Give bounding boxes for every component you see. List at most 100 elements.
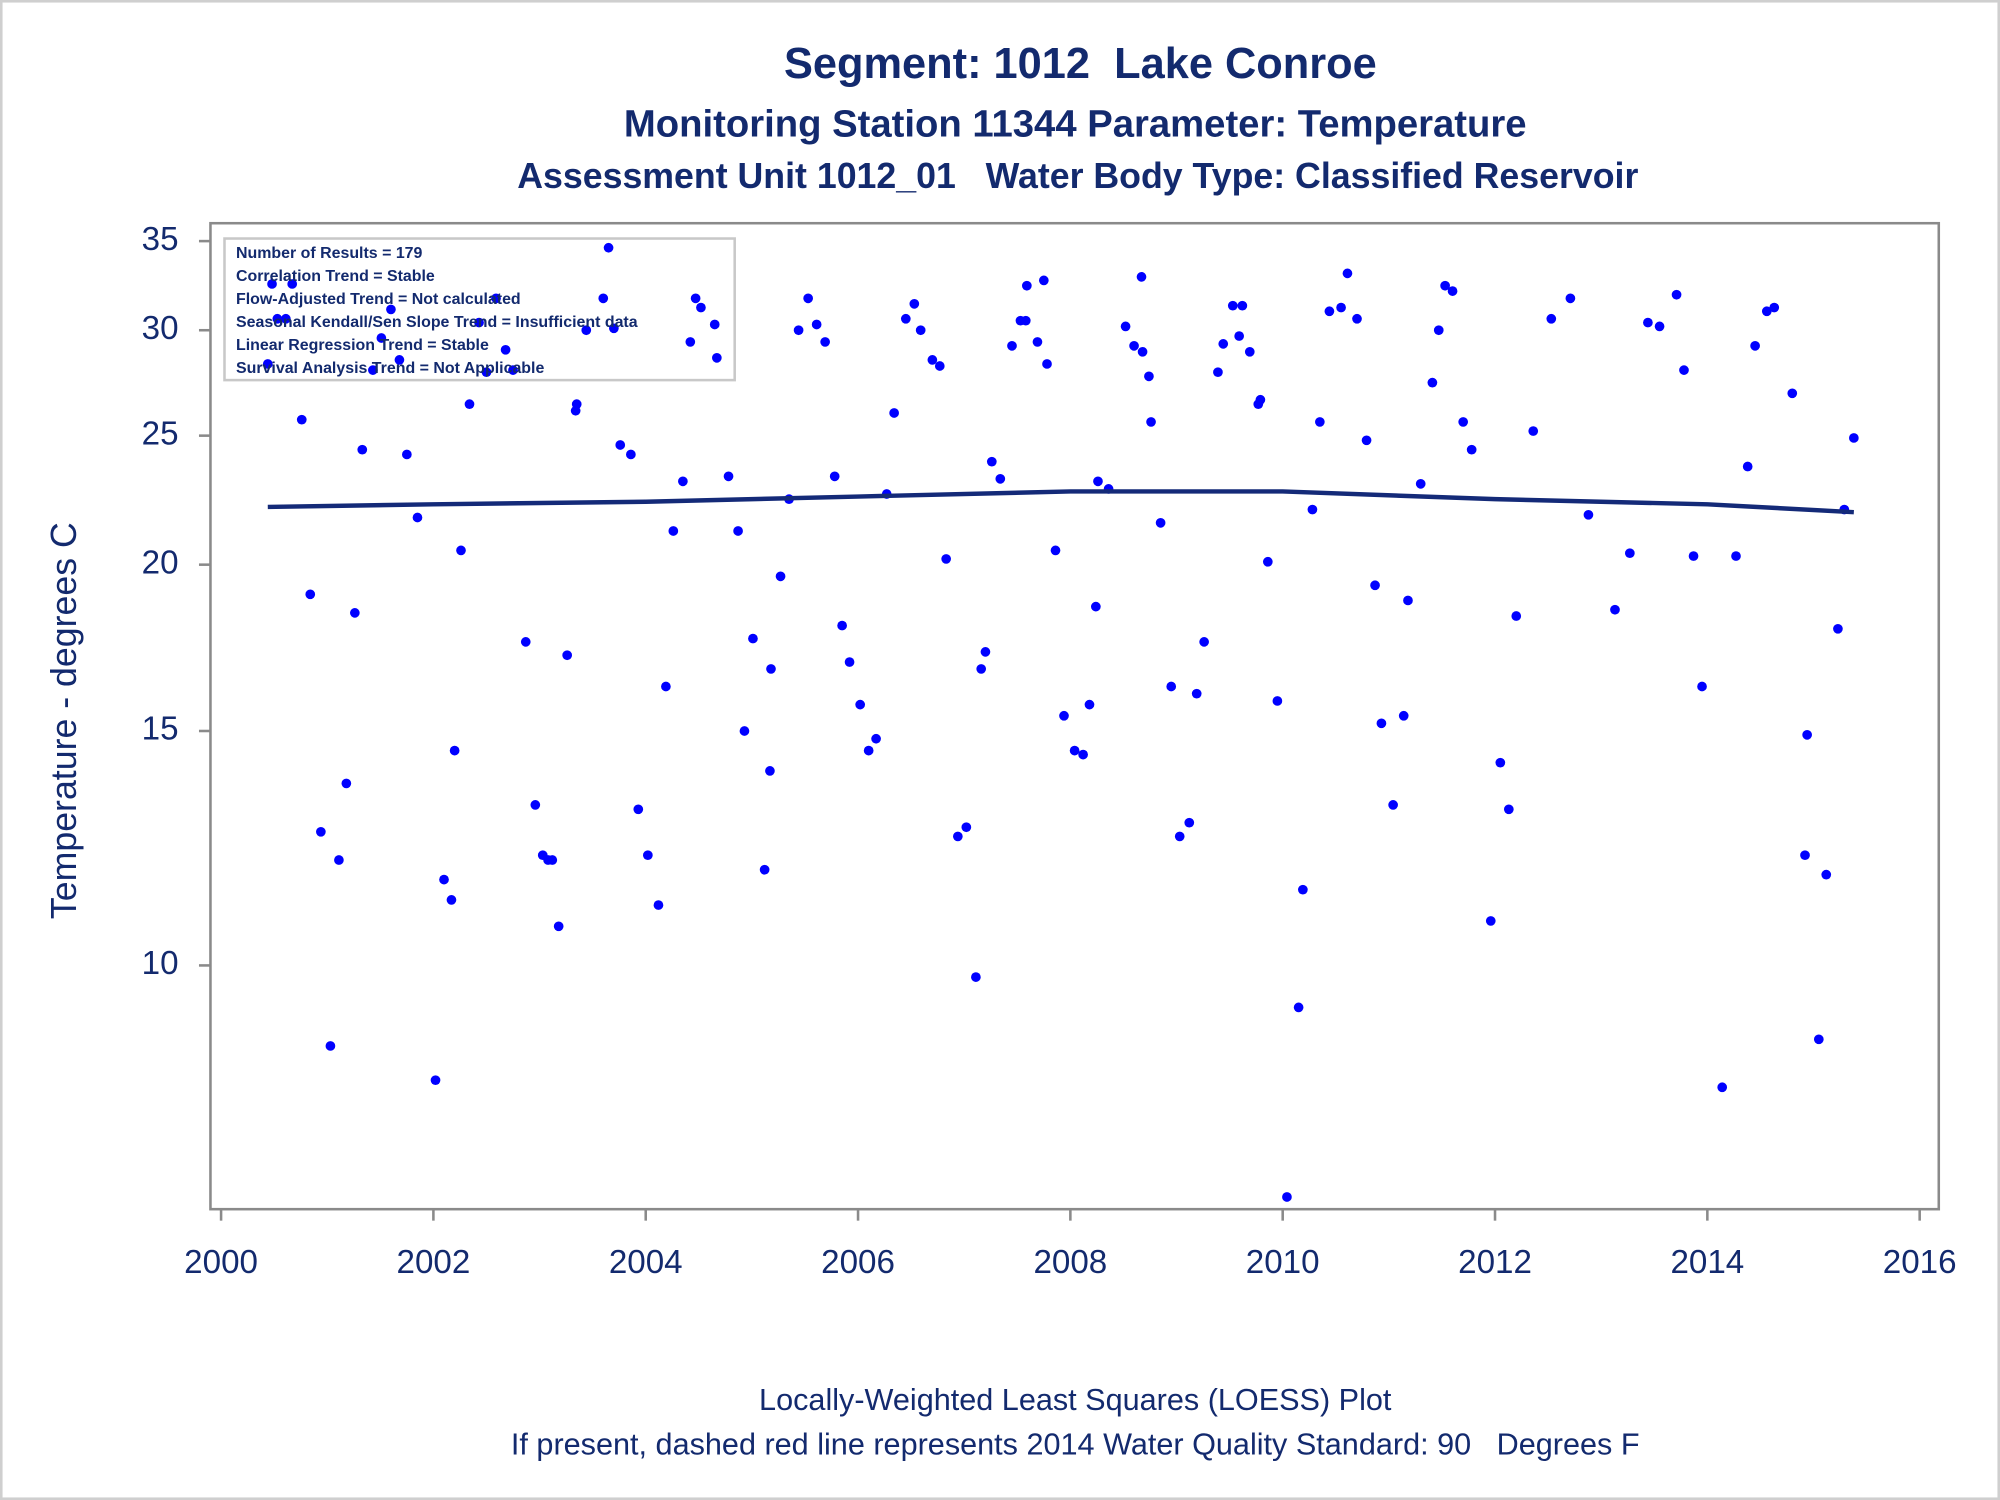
x-tick-label: 2000	[184, 1244, 258, 1281]
data-point	[1272, 696, 1283, 706]
data-point	[1091, 601, 1101, 612]
data-point	[1166, 681, 1177, 692]
x-tick-label: 2010	[1246, 1244, 1320, 1281]
data-point	[1433, 325, 1444, 336]
data-point	[1697, 681, 1707, 692]
data-point	[1761, 306, 1772, 317]
y-tick-label: 20	[142, 544, 179, 581]
chart-subtitle: Monitoring Station 11344 Parameter: Temp…	[624, 102, 1527, 145]
data-point	[1427, 377, 1438, 388]
data-point	[1050, 545, 1061, 556]
data-point	[927, 355, 938, 365]
y-tick-label: 30	[142, 310, 179, 347]
data-point	[1227, 300, 1238, 311]
loess-line	[267, 489, 1854, 515]
data-point	[690, 293, 701, 304]
data-point	[709, 319, 720, 330]
data-point	[1679, 365, 1689, 375]
data-point	[712, 353, 722, 363]
data-point	[316, 826, 326, 837]
data-point	[1155, 518, 1166, 528]
footnote: Locally-Weighted Least Squares (LOESS) P…	[759, 1383, 1392, 1417]
data-point	[341, 778, 352, 789]
data-point	[1021, 280, 1032, 291]
annotation-line: Seasonal Kendall/Sen Slope Trend = Insuf…	[236, 314, 638, 331]
data-point	[1032, 337, 1043, 347]
data-point	[1821, 869, 1832, 880]
data-point	[520, 637, 531, 647]
data-point	[1144, 371, 1154, 382]
y-axis-title: Temperature - degrees C	[44, 522, 84, 919]
data-point	[368, 365, 378, 375]
data-point	[1440, 280, 1450, 291]
data-point	[723, 471, 734, 482]
y-tick-label: 10	[142, 945, 179, 982]
data-point	[376, 333, 387, 343]
data-point	[305, 589, 316, 600]
data-point	[530, 800, 541, 810]
data-point	[1802, 730, 1812, 740]
data-point	[1007, 341, 1017, 351]
data-point	[909, 299, 920, 309]
data-point	[1717, 1082, 1728, 1093]
data-point	[1361, 435, 1372, 446]
data-point	[1293, 1002, 1304, 1013]
data-point	[1610, 604, 1620, 615]
data-point	[1234, 331, 1245, 341]
data-point	[581, 325, 592, 336]
data-point	[287, 279, 298, 289]
data-point	[1833, 623, 1843, 634]
data-point	[1503, 804, 1514, 815]
data-point	[803, 293, 813, 304]
data-point	[793, 325, 804, 336]
data-point	[1565, 293, 1576, 304]
data-point	[280, 313, 291, 324]
data-point	[1059, 710, 1069, 721]
data-point	[1528, 426, 1539, 436]
data-point	[1466, 444, 1477, 455]
data-point	[1298, 884, 1308, 895]
x-tick-label: 2012	[1458, 1244, 1532, 1281]
plot-area	[262, 242, 1859, 1202]
data-point	[1848, 433, 1859, 443]
data-point	[1093, 476, 1103, 487]
data-point	[1315, 417, 1325, 427]
data-point	[508, 365, 518, 375]
data-point	[952, 831, 963, 842]
data-point	[1813, 1034, 1824, 1045]
data-point	[961, 822, 972, 833]
data-point	[571, 399, 582, 409]
data-point	[1342, 268, 1353, 279]
annotation-line: Number of Results = 179	[236, 245, 423, 262]
data-point	[474, 317, 484, 328]
data-point	[1671, 289, 1682, 300]
data-point	[748, 633, 758, 644]
data-point	[1688, 551, 1699, 561]
data-point	[1307, 504, 1318, 515]
data-point	[1787, 388, 1798, 399]
data-point	[1511, 611, 1522, 621]
data-point	[811, 319, 822, 330]
data-point	[598, 293, 609, 304]
data-point	[481, 367, 492, 378]
data-point	[1336, 302, 1346, 313]
data-point	[1370, 580, 1380, 591]
data-point	[941, 554, 952, 564]
data-point	[653, 900, 664, 910]
data-point	[855, 699, 866, 710]
data-point	[562, 650, 573, 661]
data-point	[1137, 346, 1148, 357]
data-point	[1376, 718, 1387, 729]
data-point	[1458, 417, 1469, 427]
data-point	[1174, 831, 1185, 842]
data-point	[1324, 306, 1335, 317]
annotation-line: Correlation Trend = Stable	[236, 268, 435, 285]
data-point	[334, 855, 344, 865]
data-point	[1218, 339, 1229, 349]
data-point	[1262, 556, 1273, 567]
annotation-line: Survival Analysis Trend = Not Applicable	[236, 360, 545, 377]
x-tick-label: 2004	[609, 1244, 683, 1281]
data-point	[1654, 321, 1665, 332]
annotation-line: Flow-Adjusted Trend = Not calculated	[236, 291, 521, 308]
